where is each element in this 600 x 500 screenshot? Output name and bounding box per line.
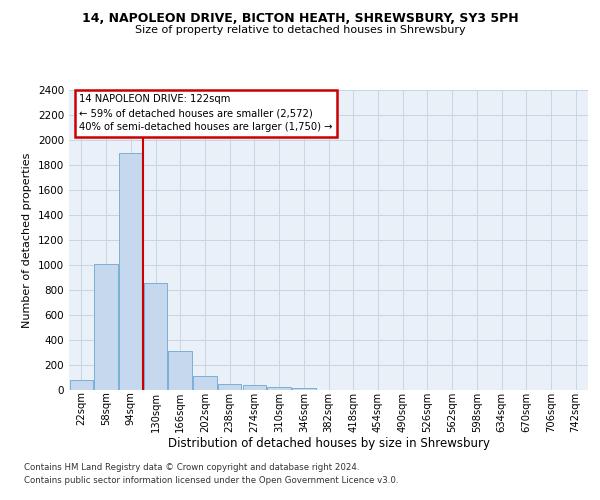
Y-axis label: Number of detached properties: Number of detached properties — [22, 152, 32, 328]
Bar — [242, 385, 266, 390]
Bar — [144, 282, 167, 390]
Bar — [292, 388, 316, 390]
Text: 14, NAPOLEON DRIVE, BICTON HEATH, SHREWSBURY, SY3 5PH: 14, NAPOLEON DRIVE, BICTON HEATH, SHREWS… — [82, 12, 518, 26]
Text: Contains public sector information licensed under the Open Government Licence v3: Contains public sector information licen… — [24, 476, 398, 485]
Text: Contains HM Land Registry data © Crown copyright and database right 2024.: Contains HM Land Registry data © Crown c… — [24, 464, 359, 472]
Text: Distribution of detached houses by size in Shrewsbury: Distribution of detached houses by size … — [168, 438, 490, 450]
Bar — [268, 387, 291, 390]
Text: Size of property relative to detached houses in Shrewsbury: Size of property relative to detached ho… — [134, 25, 466, 35]
Bar — [218, 384, 241, 390]
Bar — [94, 264, 118, 390]
Bar — [119, 152, 143, 390]
Bar — [169, 350, 192, 390]
Bar — [70, 380, 93, 390]
Text: 14 NAPOLEON DRIVE: 122sqm
← 59% of detached houses are smaller (2,572)
40% of se: 14 NAPOLEON DRIVE: 122sqm ← 59% of detac… — [79, 94, 333, 132]
Bar — [193, 376, 217, 390]
